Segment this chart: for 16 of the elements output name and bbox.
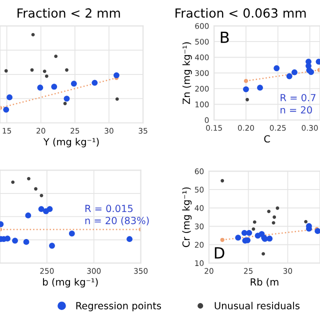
- x-axis-title: b (mg kg⁻¹): [43, 278, 98, 288]
- annotation: R = 0.015: [85, 204, 133, 212]
- chart-title: Fraction < 0.063 mm: [176, 8, 306, 18]
- y-axis-title: Cr (mg kg⁻¹): [182, 187, 192, 248]
- x-axis-title: C: [264, 135, 270, 143]
- annotation: D: [214, 247, 224, 258]
- annotation: n = 20: [280, 106, 312, 114]
- annotation: B: [220, 32, 229, 43]
- legend-label: Unusual residuals: [214, 302, 300, 310]
- legend-label: Regression points: [76, 302, 162, 312]
- y-axis-title: Zn (mg kg⁻¹): [182, 42, 192, 104]
- chart-title: Fraction < 2 mm: [18, 8, 120, 18]
- x-axis-title: Y (mg kg⁻¹): [43, 138, 99, 148]
- annotation: R = 0.7: [280, 94, 316, 102]
- x-axis-title: Rb (m: [250, 278, 278, 287]
- annotation: n = 20 (83%): [85, 216, 149, 226]
